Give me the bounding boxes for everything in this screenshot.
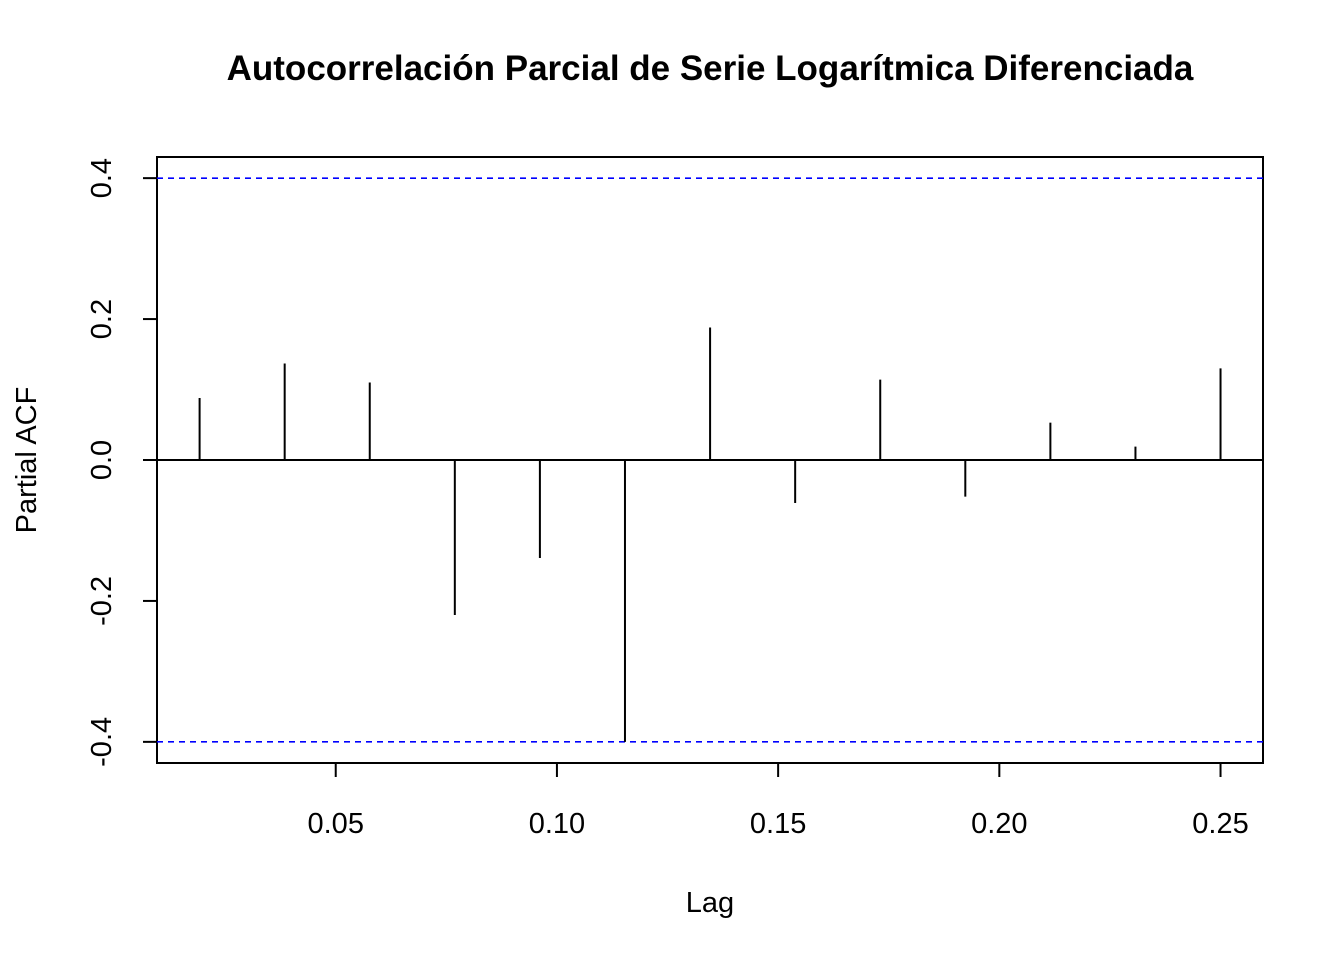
x-tick-label: 0.20 bbox=[971, 808, 1027, 840]
pacf-spikes bbox=[198, 327, 1222, 742]
y-axis: -0.4 -0.2 0.0 0.2 0.4 bbox=[86, 158, 158, 767]
y-axis-label: Partial ACF bbox=[11, 387, 43, 534]
x-tick-label: 0.25 bbox=[1192, 808, 1248, 840]
x-tick-label: 0.15 bbox=[750, 808, 806, 840]
x-axis: 0.05 0.10 0.15 0.20 0.25 bbox=[308, 762, 1249, 840]
y-tick-label: -0.2 bbox=[86, 576, 118, 626]
chart-title: Autocorrelación Parcial de Serie Logarít… bbox=[227, 49, 1194, 88]
x-axis-label: Lag bbox=[686, 887, 734, 919]
x-tick-label: 0.10 bbox=[529, 808, 585, 840]
x-tick-label: 0.05 bbox=[308, 808, 364, 840]
y-tick-label: 0.4 bbox=[86, 158, 118, 198]
y-tick-label: -0.4 bbox=[86, 717, 118, 767]
y-tick-label: 0.2 bbox=[86, 299, 118, 339]
y-tick-label: 0.0 bbox=[86, 440, 118, 480]
